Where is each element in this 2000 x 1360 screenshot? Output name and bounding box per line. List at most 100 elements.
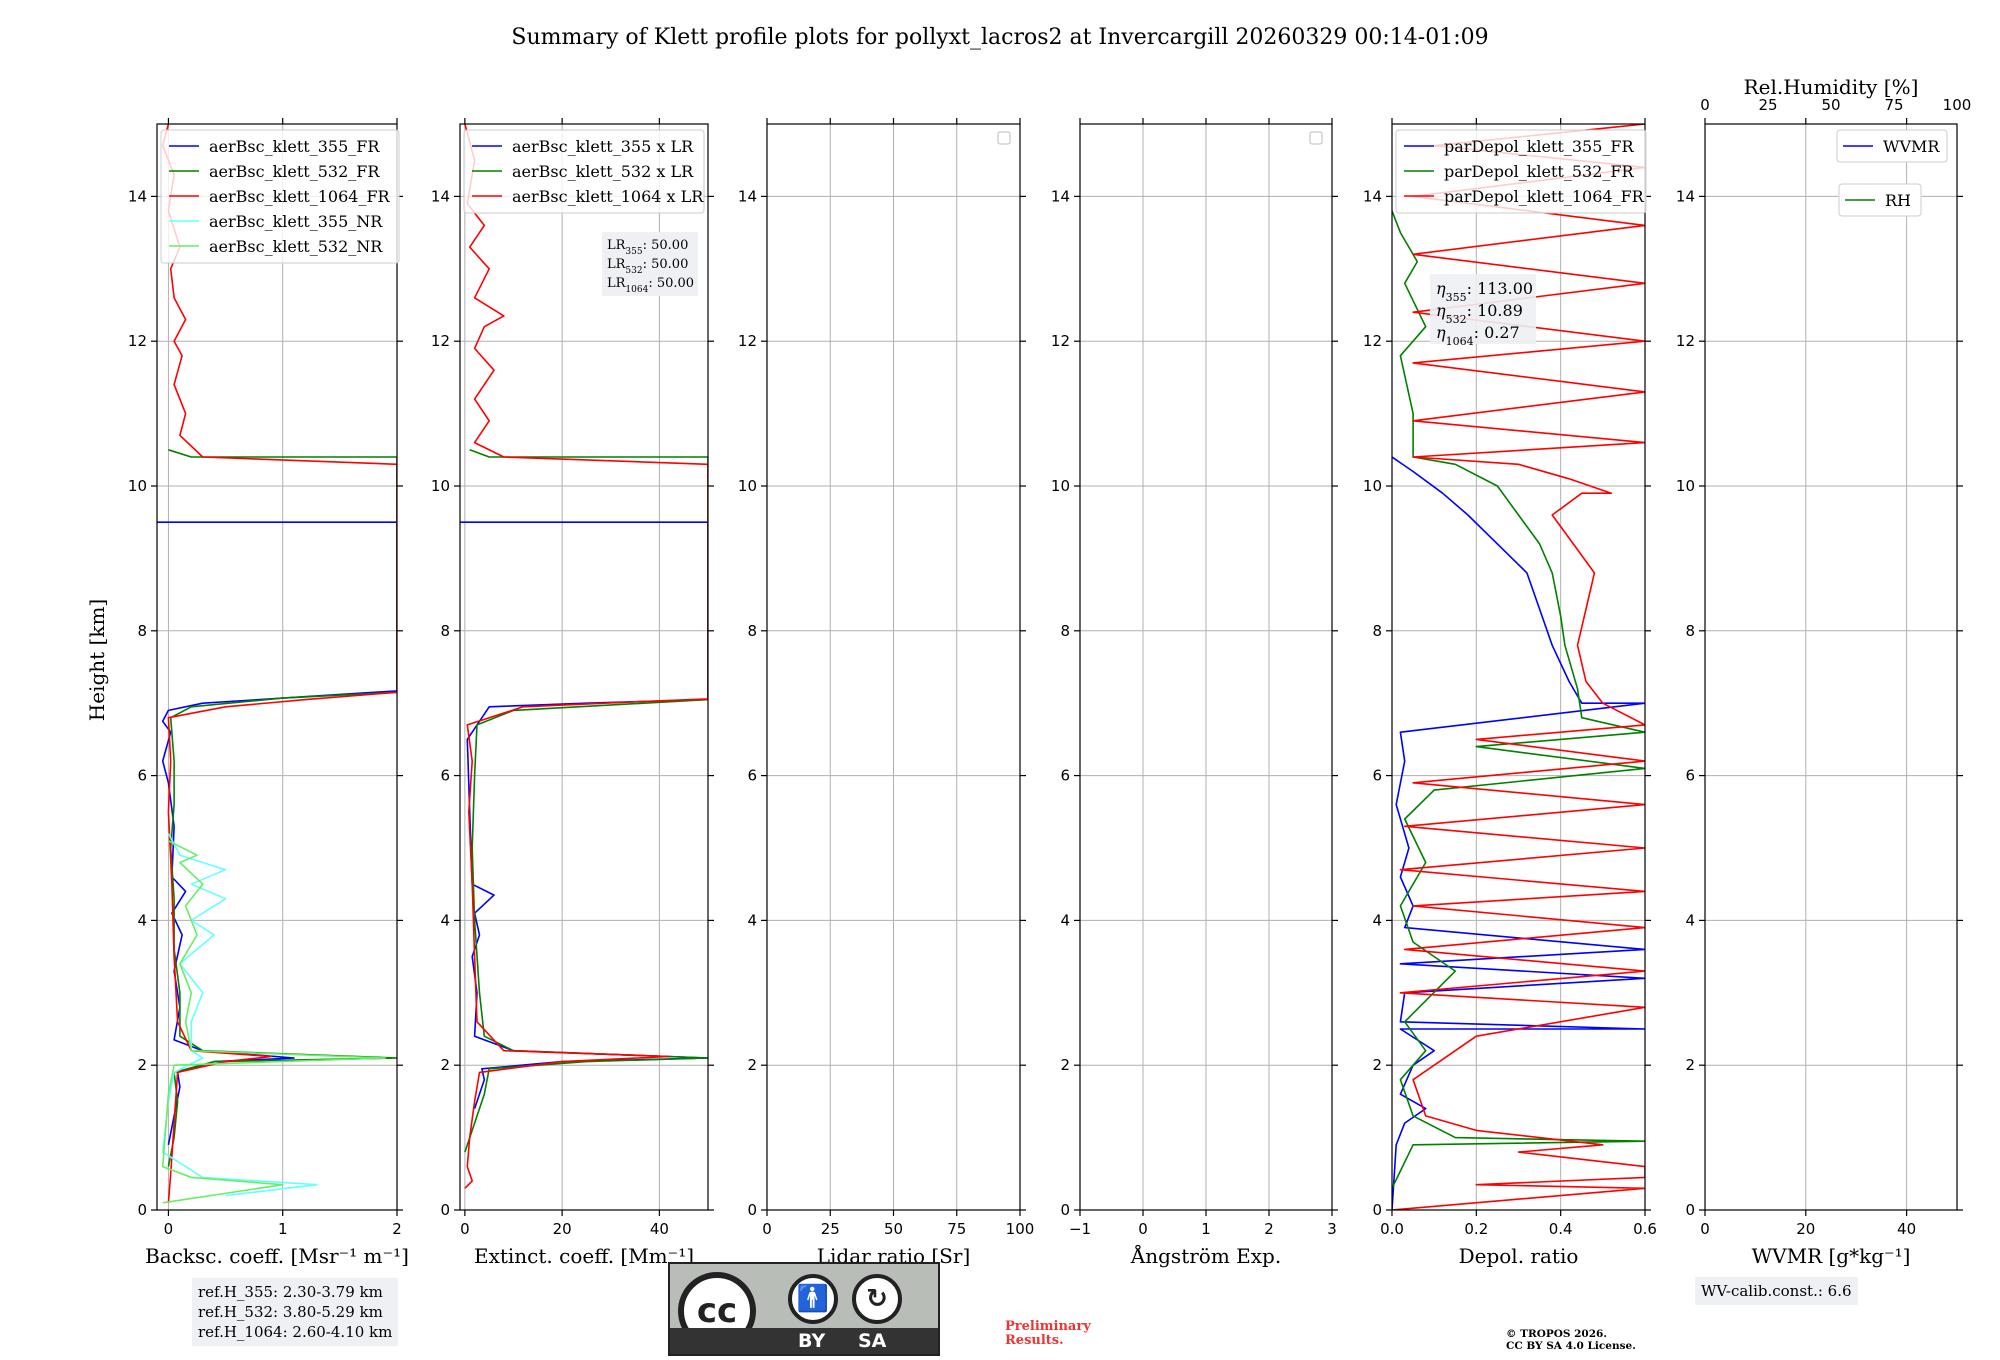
x-tick-label: 20 <box>1796 1220 1815 1238</box>
x-tick-label: 0.4 <box>1549 1220 1573 1238</box>
series-line-aerBsc_klett_1064 x LR <box>464 124 708 1189</box>
legend-box <box>160 129 400 264</box>
x-tick-label: 2 <box>1264 1220 1274 1238</box>
eta-1064: η1064: 0.27 <box>1436 323 1520 348</box>
x-tick-label: 25 <box>821 1220 840 1238</box>
x-tick-label: 40 <box>650 1220 669 1238</box>
legend-label: RH <box>1885 191 1911 210</box>
x-tick-label: 0 <box>164 1220 174 1238</box>
ref-height-532: ref.H_532: 3.80-5.29 km <box>198 1303 383 1321</box>
y-tick-label: 6 <box>1060 767 1070 785</box>
y-tick-label: 14 <box>738 187 757 205</box>
lidar-ratio-1064: LR1064: 50.00 <box>607 276 694 295</box>
empty-legend-icon <box>997 131 1011 145</box>
series-line-aerBsc_klett_355 x LR <box>460 521 708 1109</box>
cc-license-badge: cc 🚹 ↻ BY SA <box>668 1262 940 1356</box>
y-tick-label: 6 <box>1685 767 1695 785</box>
eta-355: η355: 113.00 <box>1436 279 1533 304</box>
y-tick-label: 0 <box>1685 1201 1695 1219</box>
y-tick-label: 14 <box>128 187 147 205</box>
reference-heights-box: ref.H_355: 2.30-3.79 km ref.H_532: 3.80-… <box>192 1278 399 1346</box>
wv-calib-box: WV-calib.const.: 6.6 <box>1695 1277 1858 1305</box>
x-tick-label: 20 <box>553 1220 572 1238</box>
x-axis-label: Ångström Exp. <box>1130 1243 1281 1268</box>
series-line-parDepol_klett_532_FR <box>1392 210 1645 1189</box>
y-tick-label: 14 <box>1676 187 1695 205</box>
panel-extinction: 0 2 4 6 8 10 12 14 0 20 40 Extinct. coeff. [Mm⁻¹] ae… <box>431 118 714 1268</box>
x-tick-label: 2 <box>392 1220 402 1238</box>
attribution-person-icon: 🚹 <box>788 1274 838 1324</box>
axes-frame <box>156 123 398 1211</box>
y-axis-label: Height [km] <box>85 599 109 721</box>
cc-sa-label: SA <box>858 1330 887 1352</box>
preliminary-results-note: Preliminary Results. <box>1005 1320 1091 1348</box>
top-x-tick-label: 75 <box>1884 96 1903 114</box>
legend-label: aerBsc_klett_1064_FR <box>209 187 391 206</box>
x-tick-label: 100 <box>1006 1220 1035 1238</box>
legend-label: aerBsc_klett_355 x LR <box>512 137 694 156</box>
lidar-ratio-355: LR355: 50.00 <box>607 238 688 257</box>
series-line-aerBsc_klett_355_NR <box>161 833 318 1197</box>
x-tick-label: 40 <box>1897 1220 1916 1238</box>
copyright-note: © TROPOS 2026. CC BY SA 4.0 License. <box>1506 1328 1636 1352</box>
lidar-ratio-532: LR532: 50.00 <box>607 257 688 276</box>
y-tick-label: 4 <box>137 911 147 929</box>
x-tick-label: 1 <box>1201 1220 1211 1238</box>
y-tick-label: 14 <box>1363 187 1382 205</box>
y-tick-label: 10 <box>1363 477 1382 495</box>
y-tick-label: 14 <box>1051 187 1070 205</box>
y-tick-label: 0 <box>1060 1201 1070 1219</box>
y-tick-label: 2 <box>440 1056 450 1074</box>
y-tick-label: 4 <box>747 911 757 929</box>
x-tick-label: 1 <box>278 1220 288 1238</box>
y-tick-label: 8 <box>1060 622 1070 640</box>
figure-title: Summary of Klett profile plots for polly… <box>511 25 1488 50</box>
y-tick-label: 0 <box>1372 1201 1382 1219</box>
y-tick-label: 12 <box>1676 332 1695 350</box>
x-tick-label: 0 <box>460 1220 470 1238</box>
series-group <box>1392 124 1645 1210</box>
y-tick-label: 12 <box>738 332 757 350</box>
y-tick-label: 12 <box>1051 332 1070 350</box>
y-tick-label: 4 <box>440 911 450 929</box>
y-tick-label: 6 <box>1372 767 1382 785</box>
y-tick-label: 2 <box>137 1056 147 1074</box>
legend-label: aerBsc_klett_532 x LR <box>512 162 694 181</box>
y-tick-label: 0 <box>747 1201 757 1219</box>
series-line-parDepol_klett_355_FR <box>1392 456 1645 1210</box>
legend-box <box>1836 129 1948 163</box>
series-group <box>460 124 708 1189</box>
x-tick-label: 0 <box>1700 1220 1710 1238</box>
cc-by-label: BY <box>798 1330 826 1352</box>
legend-box <box>1838 183 1922 217</box>
y-tick-label: 14 <box>431 187 450 205</box>
y-tick-label: 8 <box>440 622 450 640</box>
legend-label: aerBsc_klett_355_FR <box>209 137 380 156</box>
x-tick-label: 0.6 <box>1633 1220 1657 1238</box>
x-tick-label: 50 <box>884 1220 903 1238</box>
y-tick-label: 2 <box>747 1056 757 1074</box>
series-line-aerBsc_klett_532 x LR <box>464 449 708 1153</box>
series-line-aerBsc_klett_532_FR <box>167 449 397 1167</box>
legend-label: aerBsc_klett_1064 x LR <box>512 187 704 206</box>
series-group <box>157 124 397 1204</box>
x-tick-label: 0.0 <box>1380 1220 1404 1238</box>
legend-label: parDepol_klett_1064_FR <box>1444 187 1645 206</box>
x-axis-label: Extinct. coeff. [Mm⁻¹] <box>474 1244 694 1268</box>
top-x-axis-label: Rel.Humidity [%] <box>1744 75 1919 99</box>
legend-label: parDepol_klett_355_FR <box>1444 137 1635 156</box>
copyright-line-2: CC BY SA 4.0 License. <box>1506 1340 1636 1352</box>
x-tick-label: 3 <box>1327 1220 1337 1238</box>
x-axis-label: Backsc. coeff. [Msr⁻¹ m⁻¹] <box>145 1244 409 1268</box>
cc-license-bar <box>670 1328 938 1354</box>
series-line-aerBsc_klett_1064_FR <box>161 124 397 1203</box>
y-tick-label: 4 <box>1685 911 1695 929</box>
copyright-line-1: © TROPOS 2026. <box>1506 1328 1608 1340</box>
y-tick-label: 2 <box>1060 1056 1070 1074</box>
legend-label: WVMR <box>1883 137 1940 156</box>
